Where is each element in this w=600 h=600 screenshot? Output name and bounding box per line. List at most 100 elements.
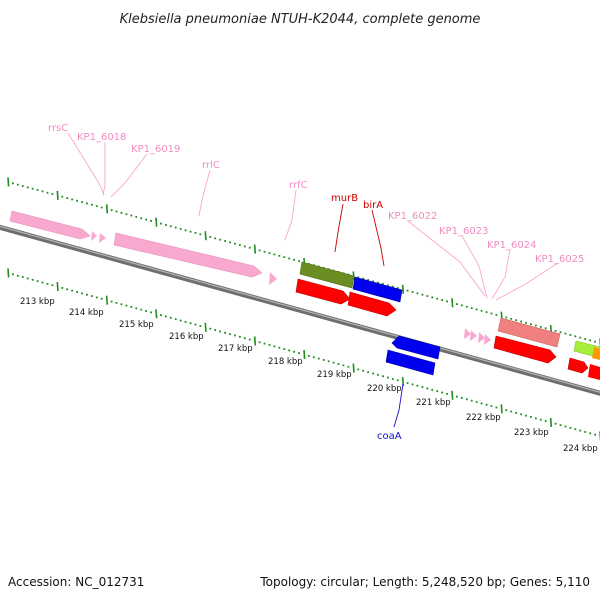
tick-mark xyxy=(56,190,59,200)
tick-dot xyxy=(145,218,148,221)
feature-rrlC[interactable] xyxy=(113,232,263,278)
gene-arrow-icon[interactable] xyxy=(497,317,561,348)
tick-dot xyxy=(411,291,414,293)
tick-mark xyxy=(155,217,158,227)
tick-dot xyxy=(525,414,527,417)
feature-label-rrfC: rrfC xyxy=(289,180,308,191)
tick-dot xyxy=(71,198,74,201)
tick-dot xyxy=(115,210,118,213)
kbp-label: 213 kbp xyxy=(20,297,55,307)
tick-dot xyxy=(209,236,212,238)
kbp-label: 214 kbp xyxy=(69,308,104,318)
tick-mark xyxy=(204,322,207,332)
feature-rrfC[interactable] xyxy=(269,272,277,285)
rrna-arrow-icon xyxy=(9,210,91,240)
tick-dot xyxy=(426,295,429,297)
tick-dot xyxy=(298,352,300,355)
kbp-label: 215 kbp xyxy=(119,320,154,330)
tick-dot xyxy=(26,277,29,280)
tick-dot xyxy=(594,433,596,436)
feature-label-KP1_6024: KP1_6024 xyxy=(487,240,536,251)
tick-dot xyxy=(391,285,394,288)
tick-dot xyxy=(248,246,251,249)
tick-dot xyxy=(199,325,202,327)
tick-dot xyxy=(51,193,54,195)
feature-KP1_6025[interactable] xyxy=(484,334,491,345)
tick-mark xyxy=(451,390,454,400)
genome-summary-text: Topology: circular; Length: 5,248,520 bp… xyxy=(259,575,590,589)
tick-dot xyxy=(377,281,379,284)
tick-dot xyxy=(125,213,128,216)
tick-dot xyxy=(179,228,182,230)
tick-dot xyxy=(312,356,315,359)
tick-dot xyxy=(539,326,542,328)
kbp-label: 217 kbp xyxy=(218,344,253,354)
tick-dot xyxy=(480,402,483,405)
tick-dot xyxy=(357,368,360,371)
feature-KP1_6023[interactable] xyxy=(470,330,477,341)
tick-dot xyxy=(125,304,128,307)
tick-dot xyxy=(224,240,226,242)
feature-rrsC[interactable] xyxy=(9,210,91,240)
tick-dot xyxy=(460,304,463,307)
kbp-label: 221 kbp xyxy=(416,398,451,408)
gene-arrow-icon[interactable] xyxy=(567,357,589,374)
gene-arrow-icon xyxy=(352,276,403,303)
tick-dot xyxy=(278,346,281,349)
tick-dot xyxy=(174,226,177,229)
tick-dot xyxy=(100,206,103,209)
tick-dot xyxy=(238,244,241,246)
tick-dot xyxy=(258,249,261,252)
tick-dot xyxy=(475,308,478,311)
feature-KP1_6018[interactable] xyxy=(91,231,97,241)
tick-dot xyxy=(465,305,468,308)
tick-dot xyxy=(283,256,286,259)
tick-dot xyxy=(219,238,222,241)
tick-dot xyxy=(584,338,587,340)
gene-arrow-icon[interactable] xyxy=(592,347,600,360)
feature-murB[interactable] xyxy=(299,261,355,289)
gene-arrow-icon[interactable] xyxy=(588,364,600,380)
tick-dot xyxy=(214,329,217,331)
tick-dot xyxy=(71,289,74,292)
tick-dot xyxy=(446,300,448,303)
tick-dot xyxy=(293,350,296,353)
tick-dot xyxy=(426,387,429,390)
feature-label-KP1_6018: KP1_6018 xyxy=(77,132,126,143)
tick-dot xyxy=(135,215,138,218)
tick-dot xyxy=(90,295,93,297)
tick-dot xyxy=(372,372,374,375)
feature-coaA[interactable] xyxy=(391,335,441,360)
feature-KP1_6019[interactable] xyxy=(99,233,106,243)
tick-dot xyxy=(268,252,271,255)
feature-label-KP1_6019: KP1_6019 xyxy=(131,144,180,155)
gene-arrow-icon xyxy=(347,291,397,317)
tick-dot xyxy=(515,319,518,322)
tick-dot xyxy=(317,357,320,360)
tick-dot xyxy=(234,334,236,337)
tick-dot xyxy=(184,229,187,232)
tick-dot xyxy=(150,311,152,314)
feature-labels: rrsC KP1_6018 KP1_6019 rrlC rrfC murB bi… xyxy=(48,123,584,442)
inner-tick-track xyxy=(7,268,600,441)
kbp-label: 218 kbp xyxy=(268,357,303,367)
trna-chevron-icon xyxy=(478,332,485,343)
tick-dot xyxy=(574,335,577,338)
tick-dot xyxy=(234,242,236,245)
feature-KP1_6024[interactable] xyxy=(478,332,485,343)
gene-arrow-icon[interactable] xyxy=(493,335,557,364)
feature-KP1_6022[interactable] xyxy=(464,328,471,339)
tick-dot xyxy=(406,382,409,384)
tick-dot xyxy=(579,336,582,339)
tick-dot xyxy=(337,363,340,365)
tick-dot xyxy=(569,426,572,429)
feature-label-KP1_6022: KP1_6022 xyxy=(388,211,437,222)
tick-dot xyxy=(76,199,78,202)
tick-dot xyxy=(456,303,458,305)
feature-birA[interactable] xyxy=(352,276,403,303)
tick-dot xyxy=(81,292,83,295)
tick-dot xyxy=(327,360,330,363)
tick-dot xyxy=(100,297,103,300)
tick-dot xyxy=(21,185,24,187)
tick-dot xyxy=(273,345,276,348)
